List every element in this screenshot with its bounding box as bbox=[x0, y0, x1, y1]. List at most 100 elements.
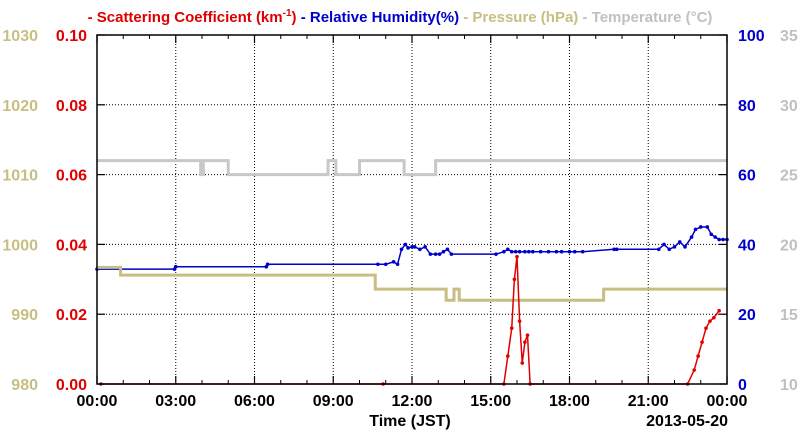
series-point bbox=[449, 252, 454, 256]
date-label: 2013-05-20 bbox=[646, 413, 728, 430]
pressure-tick-label: 990 bbox=[11, 307, 38, 324]
series-point bbox=[614, 247, 619, 252]
series-point bbox=[410, 245, 414, 249]
series-point bbox=[520, 361, 525, 365]
series-point bbox=[515, 254, 519, 259]
series-line bbox=[100, 256, 720, 385]
pressure-tick-label: 1030 bbox=[2, 28, 38, 45]
legend-entry: Scattering Coefficient (km bbox=[97, 9, 283, 26]
series-point bbox=[696, 354, 700, 358]
humidity-tick-label: 0 bbox=[738, 377, 747, 394]
series-point bbox=[717, 237, 721, 242]
temperature-tick-label: 35 bbox=[780, 28, 798, 45]
series-point bbox=[656, 247, 661, 252]
series-point bbox=[677, 240, 682, 244]
x-tick-label: 15:00 bbox=[470, 393, 511, 410]
pressure-tick-label: 980 bbox=[11, 377, 38, 394]
series-point bbox=[689, 235, 694, 239]
temperature-tick-label: 15 bbox=[780, 307, 798, 324]
series-line bbox=[97, 265, 727, 302]
x-tick-label: 18:00 bbox=[549, 393, 590, 410]
series-point bbox=[506, 247, 510, 252]
legend-entry: Temperature (°C) bbox=[592, 9, 713, 26]
legend-dash: - bbox=[297, 9, 310, 26]
series-point bbox=[559, 249, 564, 254]
series-point bbox=[406, 246, 410, 250]
series-point bbox=[567, 249, 572, 254]
temperature-tick-label: 20 bbox=[780, 237, 798, 254]
x-tick-label: 06:00 bbox=[234, 393, 275, 410]
series-point bbox=[612, 247, 616, 252]
scattering-tick-label: 0.04 bbox=[56, 237, 87, 254]
x-tick-label: 09:00 bbox=[313, 393, 354, 410]
series-group bbox=[95, 159, 729, 386]
series-point bbox=[708, 319, 712, 323]
legend-entry: Relative Humidity(%) bbox=[310, 9, 459, 26]
legend-superscript: -1 bbox=[283, 8, 292, 19]
pressure-tick-label: 1000 bbox=[2, 237, 38, 254]
series-point bbox=[506, 354, 510, 358]
series-point bbox=[423, 245, 427, 249]
legend-dash: - bbox=[578, 9, 591, 26]
series-point bbox=[512, 277, 517, 282]
series-point bbox=[509, 326, 514, 330]
series-point bbox=[705, 225, 710, 229]
x-tick-label: 03:00 bbox=[155, 393, 196, 410]
humidity-tick-label: 60 bbox=[738, 168, 756, 185]
series-point bbox=[428, 252, 433, 256]
series-point bbox=[713, 235, 717, 239]
series-point bbox=[517, 319, 522, 323]
series-point bbox=[698, 225, 703, 229]
scattering-tick-label: 0.00 bbox=[56, 377, 87, 394]
series-point bbox=[538, 249, 543, 254]
series-point bbox=[383, 262, 388, 267]
series-point bbox=[662, 242, 666, 247]
series-point bbox=[517, 249, 522, 254]
series-point bbox=[441, 249, 446, 254]
humidity-tick-label: 80 bbox=[738, 98, 756, 115]
temperature-tick-label: 30 bbox=[780, 98, 798, 115]
x-tick-label: 21:00 bbox=[628, 393, 669, 410]
scattering-tick-label: 0.08 bbox=[56, 98, 87, 115]
series-point bbox=[712, 315, 716, 320]
legend-entry: Pressure (hPa) bbox=[472, 9, 578, 26]
series-point bbox=[445, 247, 450, 252]
series-point bbox=[395, 262, 400, 267]
chart-title: - Scattering Coefficient (km-1) - Relati… bbox=[88, 8, 713, 26]
series-point bbox=[530, 249, 535, 254]
scattering-tick-label: 0.10 bbox=[56, 28, 87, 45]
temperature-tick-label: 25 bbox=[780, 168, 798, 185]
series-point bbox=[523, 340, 527, 344]
series-point bbox=[683, 245, 687, 249]
legend-dash: - bbox=[459, 9, 472, 26]
series-point bbox=[265, 262, 270, 267]
series-point bbox=[418, 247, 422, 252]
axes-group: 00:00 03:00 06:00 09:00 12:00 15:00 18:00 21:00… bbox=[2, 28, 797, 410]
series-point bbox=[704, 326, 708, 330]
series-point bbox=[433, 252, 438, 256]
series-point bbox=[399, 247, 404, 252]
legend-dash: - bbox=[88, 9, 97, 26]
series-point bbox=[173, 264, 178, 269]
x-tick-label: 12:00 bbox=[392, 393, 433, 410]
series-point bbox=[580, 249, 585, 254]
humidity-tick-label: 40 bbox=[738, 237, 756, 254]
legend-entry-close: ) bbox=[292, 9, 297, 26]
scattering-tick-label: 0.06 bbox=[56, 168, 87, 185]
series-point bbox=[494, 252, 498, 256]
series-point bbox=[376, 262, 380, 267]
series-point bbox=[721, 237, 725, 242]
series-point bbox=[502, 249, 506, 254]
x-tick-label: 00:00 bbox=[77, 393, 118, 410]
series-point bbox=[412, 245, 417, 249]
x-axis-label: Time (JST) bbox=[369, 413, 451, 430]
series-point bbox=[717, 308, 721, 313]
temperature-tick-label: 10 bbox=[780, 377, 798, 394]
series-point bbox=[693, 227, 698, 232]
series-point bbox=[554, 249, 559, 254]
series-line bbox=[97, 159, 727, 177]
series-point bbox=[546, 249, 551, 254]
series-point bbox=[700, 340, 704, 344]
series-point bbox=[403, 242, 408, 247]
